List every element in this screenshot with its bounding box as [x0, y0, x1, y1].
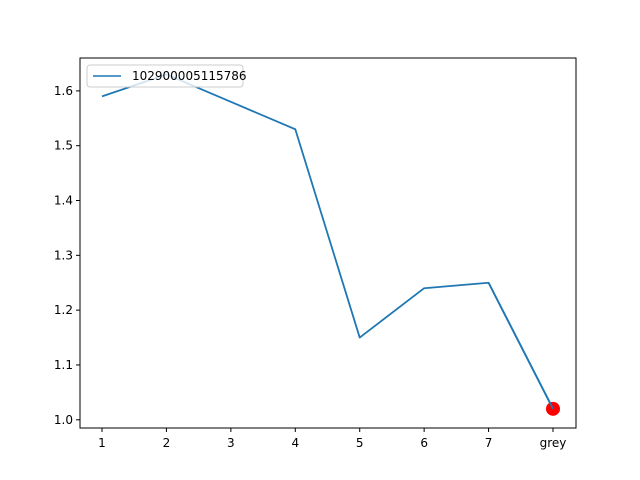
y-tick-label: 1.6	[54, 84, 73, 98]
y-axis: 1.0 1.1 1.2 1.3 1.4 1.5 1.6	[54, 84, 80, 427]
y-tick-label: 1.0	[54, 413, 73, 427]
y-tick-label: 1.2	[54, 303, 73, 317]
series-line-overlay	[487, 282, 554, 410]
y-tick-label: 1.3	[54, 248, 73, 262]
x-tick-label: 1	[98, 436, 106, 450]
x-tick-label: 5	[356, 436, 364, 450]
legend-frame	[86, 64, 244, 88]
legend-label: 102900005115786	[132, 69, 247, 83]
x-tick-label: 2	[163, 436, 171, 450]
y-tick-label: 1.4	[54, 194, 73, 208]
x-tick-label: 7	[485, 436, 493, 450]
x-tick-label: grey	[540, 436, 567, 450]
x-axis: 1 2 3 4 5 6 7 grey	[98, 428, 566, 450]
x-tick-label: 4	[291, 436, 299, 450]
y-tick-label: 1.5	[54, 139, 73, 153]
x-tick-label: 6	[420, 436, 428, 450]
x-tick-label: 3	[227, 436, 235, 450]
plot-area	[79, 57, 577, 429]
y-tick-label: 1.1	[54, 358, 73, 372]
legend: 102900005115786	[86, 64, 247, 88]
